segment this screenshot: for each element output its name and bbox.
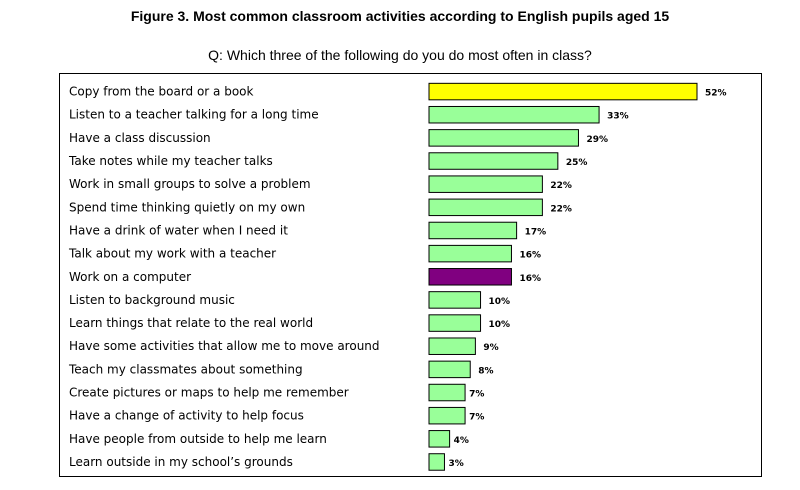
chart-frame	[59, 73, 762, 477]
value-label: 16%	[519, 251, 541, 261]
category-label: Learn things that relate to the real wor…	[69, 316, 313, 330]
category-label: Have a change of activity to help focus	[69, 409, 304, 423]
value-label: 9%	[483, 343, 498, 353]
value-label: 17%	[525, 227, 547, 237]
bar	[428, 430, 451, 448]
value-label: 33%	[607, 112, 629, 122]
value-label: 52%	[705, 89, 727, 99]
bar	[428, 314, 482, 332]
category-label: Listen to background music	[69, 293, 235, 307]
value-label: 3%	[448, 459, 463, 469]
bar	[428, 82, 698, 101]
value-label: 25%	[566, 158, 588, 168]
value-label: 4%	[454, 436, 469, 446]
bar	[428, 175, 543, 193]
bar	[428, 337, 476, 355]
bar	[428, 221, 518, 240]
bar	[428, 105, 600, 124]
category-label: Spend time thinking quietly on my own	[69, 200, 305, 214]
value-label: 10%	[489, 320, 511, 330]
bar	[428, 244, 512, 263]
category-label: Work in small groups to solve a problem	[69, 177, 311, 191]
category-label: Take notes while my teacher talks	[68, 154, 273, 168]
bar	[428, 129, 579, 147]
category-label: Listen to a teacher talking for a long t…	[69, 108, 319, 122]
bar	[428, 152, 559, 170]
bar	[428, 383, 466, 402]
category-label: Have people from outside to help me lear…	[69, 432, 327, 446]
category-label: Talk about my work with a teacher	[68, 247, 276, 261]
category-label: Have a drink of water when I need it	[69, 223, 288, 237]
category-label: Copy from the board or a book	[69, 85, 254, 99]
value-label: 29%	[586, 135, 608, 145]
bar	[428, 360, 471, 379]
category-label: Teach my classmates about something	[68, 362, 303, 376]
figure-title: Figure 3. Most common classroom activiti…	[130, 8, 670, 24]
value-label: 22%	[550, 181, 572, 191]
value-label: 22%	[550, 204, 572, 214]
value-label: 7%	[469, 390, 484, 400]
bar	[428, 198, 543, 217]
category-label: Learn outside in my school’s grounds	[69, 455, 293, 469]
question-subtitle: Q: Which three of the following do you d…	[208, 47, 592, 63]
bar	[428, 268, 512, 286]
bar	[428, 453, 445, 471]
bar	[428, 406, 466, 425]
value-label: 16%	[519, 274, 541, 284]
category-label: Work on a computer	[69, 270, 191, 284]
value-label: 7%	[469, 413, 484, 423]
bar	[428, 291, 482, 309]
category-label: Have a class discussion	[69, 131, 211, 145]
category-label: Create pictures or maps to help me remem…	[69, 386, 349, 400]
value-label: 10%	[489, 297, 511, 307]
value-label: 8%	[478, 366, 493, 376]
category-label: Have some activities that allow me to mo…	[69, 339, 380, 353]
